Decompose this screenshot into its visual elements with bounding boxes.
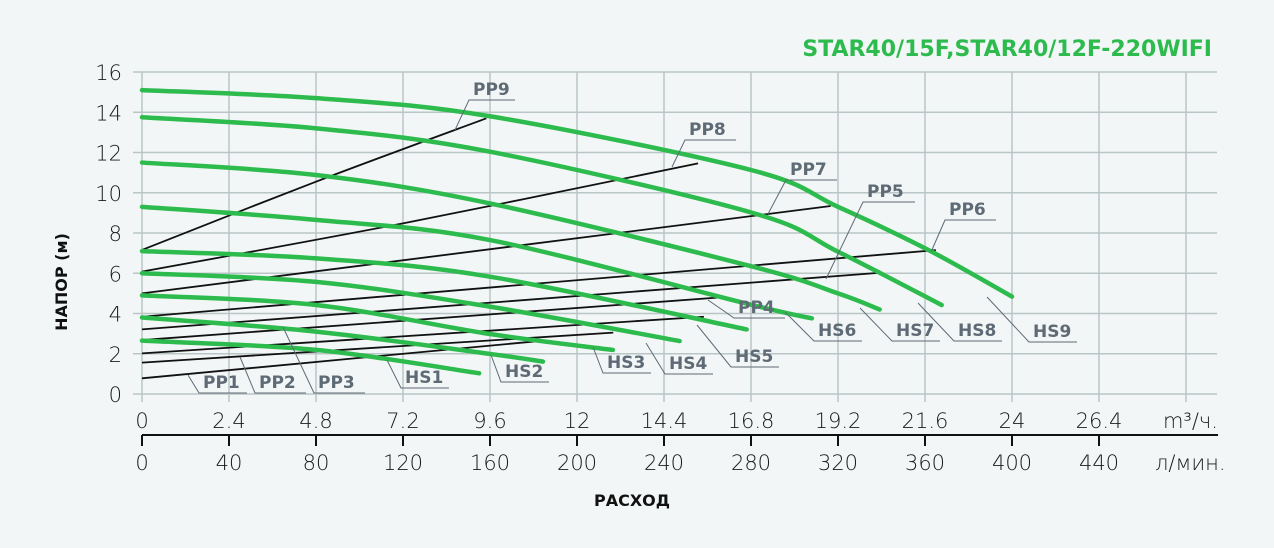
curve-label-pp6: PP6 — [949, 200, 986, 220]
pump-curve-hs2 — [139, 315, 546, 364]
x-tick-label-secondary: 0 — [135, 451, 148, 475]
pump-curve-hs3 — [139, 293, 616, 353]
pump-curve-hs8 — [139, 115, 944, 308]
x-tick-label-primary: 0 — [135, 409, 148, 433]
x-tick-label-primary: 16.8 — [728, 409, 775, 433]
y-tick-label: 8 — [109, 222, 122, 246]
curve-label-pp7: PP7 — [790, 160, 827, 180]
x-tick-label-primary: 19.2 — [815, 409, 862, 433]
label-leader-line — [490, 354, 549, 383]
system-curve-pp9 — [141, 117, 487, 251]
y-tick-label: 0 — [109, 383, 122, 407]
pump-curve-hs5 — [139, 248, 749, 332]
pump-curve-hs4 — [139, 271, 682, 344]
curve-label-hs4: HS4 — [669, 354, 707, 374]
x-tick-label-secondary: 360 — [905, 451, 945, 475]
curve-label-pp9: PP9 — [473, 80, 510, 100]
pump-curve-hs1 — [139, 338, 482, 376]
x-tick-label-secondary: 200 — [557, 451, 597, 475]
curve-label-pp5: PP5 — [867, 182, 904, 202]
label-leader-line — [707, 299, 785, 319]
x-tick-label-primary: 4.8 — [299, 409, 332, 433]
x-tick-label-secondary: 280 — [731, 451, 771, 475]
label-leader-line — [187, 374, 247, 394]
system-curve-pp3 — [141, 315, 704, 355]
x-tick-label-primary: 14.4 — [641, 409, 688, 433]
label-leader-line — [454, 99, 515, 131]
x-tick-label-primary: 12 — [564, 409, 591, 433]
x-tick-label-secondary: 40 — [216, 451, 243, 475]
label-leader-line — [239, 356, 306, 394]
pump-curve-hs6 — [139, 204, 815, 321]
x-tick-label-primary: 21.6 — [902, 409, 949, 433]
curve-label-pp4: PP4 — [738, 298, 775, 318]
x-unit-primary: m³/ч. — [1163, 409, 1218, 433]
x-axis-title: РАСХОД — [594, 491, 670, 510]
x-tick-label-primary: 24 — [999, 409, 1026, 433]
label-leader-line — [930, 219, 996, 253]
chart-title: STAR40/15F,STAR40/12F-220WIFI — [802, 37, 1212, 62]
curve-label-pp2: PP2 — [259, 373, 296, 393]
label-leader-line — [645, 342, 713, 375]
system-curve-pp8 — [141, 162, 699, 273]
y-tick-label: 14 — [95, 101, 122, 125]
label-leader-line — [282, 326, 365, 394]
label-leader-line — [671, 139, 736, 168]
pump-curve-hs7 — [139, 160, 882, 312]
x-tick-label-secondary: 80 — [303, 451, 330, 475]
curve-label-hs9: HS9 — [1033, 322, 1071, 342]
x-tick-label-primary: 26.4 — [1076, 409, 1123, 433]
x-tick-label-secondary: 320 — [818, 451, 858, 475]
y-axis-title: НАПОР (м) — [52, 233, 71, 331]
system-curve-pp5 — [141, 271, 882, 331]
x-tick-label-secondary: 440 — [1079, 451, 1119, 475]
label-leader-line — [859, 307, 940, 342]
curve-label-hs1: HS1 — [405, 368, 443, 388]
y-axis-ticks: 0 2 4 6 8 10 12 14 16 — [95, 61, 122, 407]
y-tick-label: 10 — [95, 182, 122, 206]
curve-label-hs3: HS3 — [607, 353, 645, 373]
curve-label-hs6: HS6 — [818, 321, 856, 341]
label-leader-line — [784, 311, 862, 342]
y-tick-label: 2 — [109, 343, 122, 367]
x-tick-label-secondary: 120 — [383, 451, 423, 475]
x-tick-label-primary: 2.4 — [212, 409, 245, 433]
curve-labels: PP1 PP2 PP3 PP4 PP5 PP6 PP7 PP8 PP9 HS1 HS2 HS3 HS4 H… — [187, 80, 1077, 394]
curve-label-hs7: HS7 — [896, 321, 934, 341]
x-unit-secondary: л/мин. — [1155, 451, 1226, 475]
x-tick-label-secondary: 400 — [992, 451, 1032, 475]
x-tick-label-secondary: 160 — [470, 451, 510, 475]
curve-label-hs8: HS8 — [958, 321, 996, 341]
x-tick-label-primary: 7.2 — [386, 409, 419, 433]
label-leader-line — [696, 324, 779, 368]
curve-label-pp8: PP8 — [689, 120, 726, 140]
label-leader-line — [592, 346, 651, 374]
curve-label-pp3: PP3 — [318, 373, 355, 393]
system-curve-pp7 — [141, 205, 831, 295]
label-leader-line — [986, 296, 1077, 343]
curve-label-pp1: PP1 — [203, 373, 240, 393]
y-tick-label: 4 — [109, 303, 122, 327]
label-leader-line — [917, 302, 1002, 342]
y-tick-label: 12 — [95, 142, 122, 166]
x-tick-label-primary: 9.6 — [473, 409, 506, 433]
curve-label-hs2: HS2 — [505, 362, 543, 382]
label-leader-line — [386, 359, 449, 389]
system-curve-pp1 — [141, 339, 544, 380]
label-leader-line — [825, 201, 915, 280]
x-tick-label-secondary: 240 — [644, 451, 684, 475]
curve-label-hs5: HS5 — [735, 347, 773, 367]
x-axis-secondary-ticks: 0 40 80 120 160 200 240 280 320 360 400 440 — [135, 434, 1218, 475]
y-tick-label: 16 — [95, 61, 122, 85]
x-axis-primary-ticks: 0 2.4 4.8 7.2 9.6 12 14.4 16.8 19.2 21.6 24 26.4 — [135, 409, 1122, 433]
pump-curves — [139, 87, 1015, 376]
pump-curve-hs9 — [139, 87, 1015, 299]
system-curve-pp2 — [141, 331, 614, 364]
y-tick-label: 6 — [109, 262, 122, 286]
label-leader-line — [767, 179, 837, 215]
